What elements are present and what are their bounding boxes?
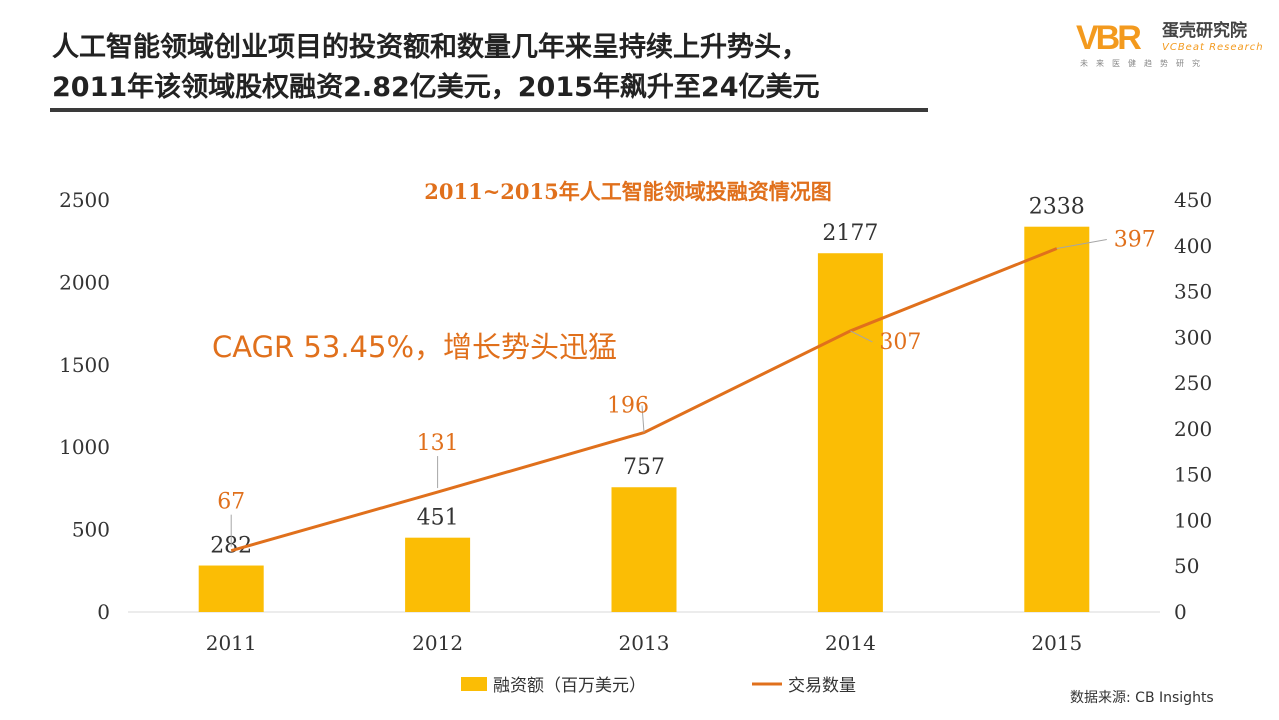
legend-bar-label: 融资额（百万美元） — [493, 676, 646, 696]
y-right-tick-label: 150 — [1174, 463, 1212, 487]
y-right-tick-label: 450 — [1174, 188, 1212, 212]
bar-data-label: 2338 — [1029, 195, 1085, 220]
line-data-label: 196 — [607, 394, 649, 419]
x-tick-label: 2013 — [619, 631, 670, 655]
legend-line-label: 交易数量 — [788, 676, 856, 696]
bar — [611, 487, 677, 612]
y-left-tick-label: 2000 — [59, 270, 110, 294]
y-right-tick-label: 100 — [1174, 508, 1212, 532]
y-right-tick-label: 0 — [1174, 600, 1187, 624]
cagr-annotation: CAGR 53.45%，增长势头迅猛 — [212, 330, 617, 364]
logo-name-cn: 蛋壳研究院 — [1162, 21, 1247, 41]
line-data-label: 67 — [217, 490, 245, 515]
y-left-tick-label: 0 — [97, 600, 110, 624]
legend-bar-swatch — [461, 677, 487, 691]
y-left-tick-label: 1000 — [59, 435, 110, 459]
vcbeat-logo: VBR 蛋壳研究院 VCBeat Research 未来医健趋势研究 — [1076, 20, 1266, 70]
logo-name-en: VCBeat Research — [1162, 42, 1264, 53]
y-right-tick-label: 350 — [1174, 280, 1212, 304]
logo-mark: VBR — [1076, 19, 1142, 57]
line-data-label: 131 — [417, 431, 459, 456]
headline-line-1: 人工智能领域创业项目的投资额和数量几年来呈持续上升势头， — [52, 32, 808, 63]
y-left-tick-label: 500 — [72, 518, 110, 542]
bar — [405, 537, 471, 612]
y-left-tick-label: 1500 — [59, 353, 110, 377]
x-tick-label: 2012 — [412, 631, 463, 655]
y-right-tick-label: 50 — [1174, 554, 1199, 578]
bar-data-label: 451 — [417, 506, 459, 531]
y-left-tick-label: 2500 — [59, 188, 110, 212]
line-data-label: 397 — [1114, 228, 1156, 253]
x-tick-label: 2014 — [825, 631, 876, 655]
bar — [817, 253, 883, 612]
line-data-label: 307 — [879, 330, 921, 355]
headline: 人工智能领域创业项目的投资额和数量几年来呈持续上升势头， 2011年该领域股权融… — [52, 28, 952, 108]
data-source: 数据来源: CB Insights — [1070, 690, 1214, 706]
bar-data-label: 2177 — [822, 221, 878, 246]
bar — [198, 565, 264, 612]
headline-line-2: 2011年该领域股权融资2.82亿美元，2015年飙升至24亿美元 — [52, 72, 820, 103]
line-label-leader — [641, 405, 645, 433]
y-right-tick-label: 400 — [1174, 234, 1212, 258]
bar-data-label: 757 — [623, 455, 665, 480]
chart-title: 2011~2015年人工智能领域投融资情况图 — [424, 179, 832, 204]
line-label-leader — [1056, 239, 1107, 250]
headline-underline — [50, 108, 928, 112]
line-label-leader — [850, 330, 873, 343]
logo-tagline: 未来医健趋势研究 — [1080, 59, 1208, 68]
bar — [1024, 226, 1090, 612]
x-tick-label: 2011 — [206, 631, 257, 655]
y-right-tick-label: 250 — [1174, 371, 1212, 395]
y-right-tick-label: 300 — [1174, 325, 1212, 349]
y-right-tick-label: 200 — [1174, 417, 1212, 441]
x-tick-label: 2015 — [1031, 631, 1082, 655]
